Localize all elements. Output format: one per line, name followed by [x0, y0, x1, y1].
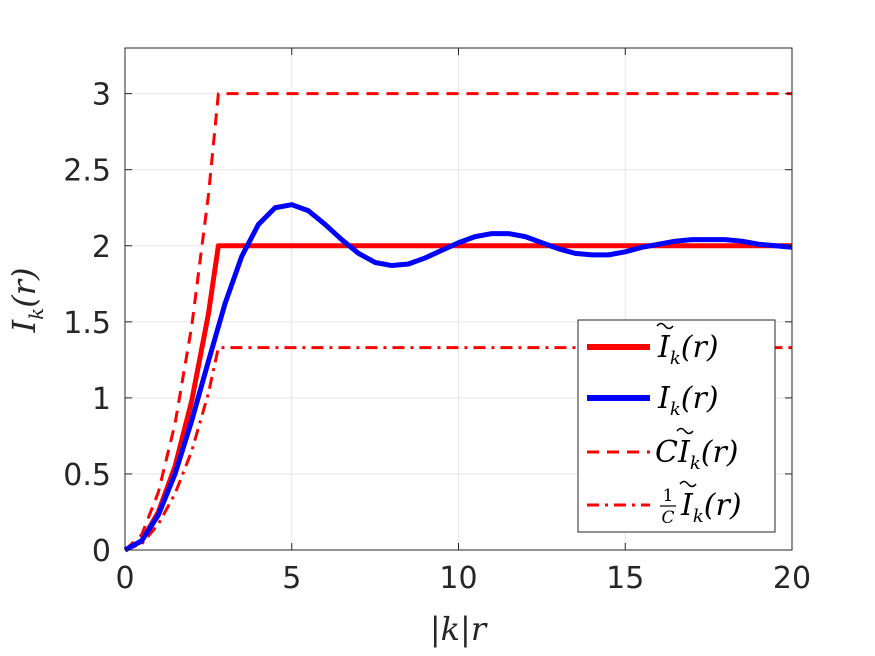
x-tick-label: 5 [282, 561, 301, 596]
legend-box [577, 319, 776, 533]
y-tick-label: 0 [92, 534, 111, 569]
svg-text:C: C [661, 508, 674, 528]
y-tick-label: 0.5 [63, 458, 111, 493]
series-inv-c-tilde-ik-line [124, 346, 792, 552]
x-axis-label: |k|r [430, 610, 488, 648]
series-group [123, 92, 793, 553]
y-tick-label: 1.5 [63, 306, 111, 341]
series-ik-line [123, 202, 793, 553]
x-tick-label: 15 [606, 561, 644, 596]
y-tick-label: 1 [92, 382, 111, 417]
svg-text:CIk(r): CIk(r) [655, 435, 738, 474]
x-tick-label: 10 [439, 561, 477, 596]
legend-label-c-tilde-ik: CIk(r) [655, 427, 738, 474]
svg-text:Ik(r): Ik(r) [657, 330, 719, 369]
y-tick-label: 2.5 [63, 154, 111, 189]
svg-text:Ik(r): Ik(r) [680, 488, 742, 527]
y-tick-label: 3 [92, 78, 111, 113]
y-axis-label: Ik(r) [5, 267, 48, 333]
svg-text:1: 1 [663, 486, 674, 506]
legend-label-tilde-ik: Ik(r) [656, 322, 719, 369]
x-tick-label: 20 [773, 561, 811, 596]
svg-text:Ik(r): Ik(r) [657, 381, 719, 420]
svg-text:Ik(r): Ik(r) [5, 267, 48, 333]
series-c-tilde-ik-line [123, 92, 792, 552]
legend: Ik(r) Ik(r) CIk(r) 1 C Ik(r) [577, 319, 776, 533]
axis-ticks: 0 5 10 15 20 0 0.5 1 1.5 2 2.5 3 [63, 48, 811, 596]
legend-label-ik: Ik(r) [657, 381, 719, 420]
y-tick-label: 2 [92, 230, 111, 265]
legend-label-inv-c-tilde-ik: 1 C Ik(r) [660, 480, 742, 528]
x-tick-label: 0 [115, 561, 134, 596]
